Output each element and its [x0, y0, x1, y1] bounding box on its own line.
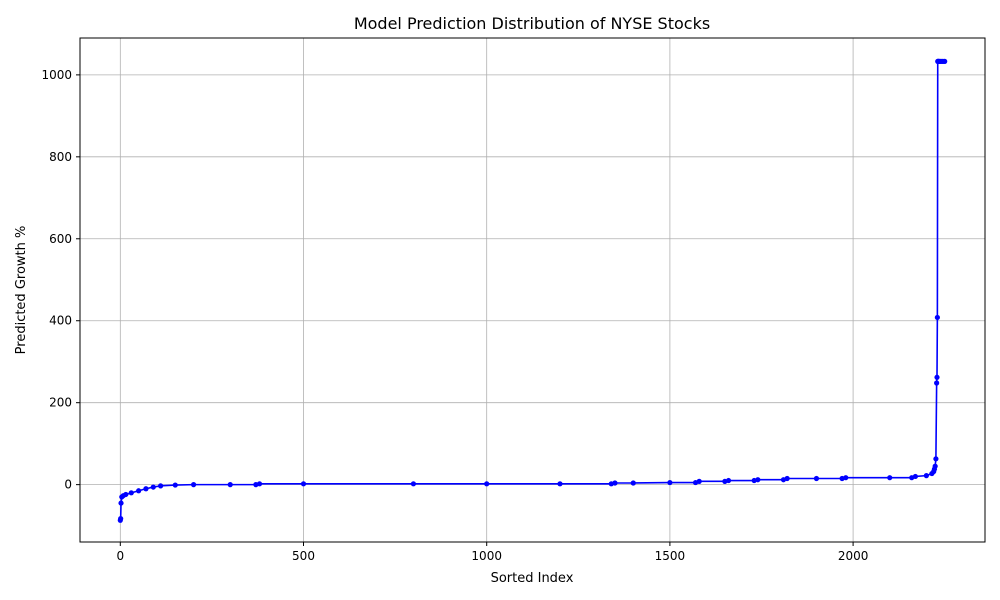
data-point — [667, 479, 673, 486]
data-point — [933, 456, 939, 462]
data-point — [172, 482, 178, 488]
data-point — [158, 483, 164, 489]
data-point — [150, 484, 156, 490]
data-point — [932, 463, 938, 469]
data-point — [484, 481, 490, 487]
y-tick-label: 400 — [49, 314, 72, 328]
data-point — [136, 488, 142, 494]
data-point — [143, 486, 149, 492]
data-point — [934, 380, 940, 386]
data-point — [630, 480, 636, 486]
y-tick-label: 1000 — [41, 68, 72, 82]
data-point — [118, 516, 124, 522]
x-tick-label: 1500 — [655, 549, 686, 563]
y-axis-label: Predicted Growth % — [14, 226, 29, 355]
y-tick-label: 800 — [49, 150, 72, 164]
data-point — [923, 473, 929, 479]
chart-title: Model Prediction Distribution of NYSE St… — [354, 14, 710, 33]
data-point — [843, 475, 849, 481]
data-point — [410, 481, 417, 487]
data-point — [557, 481, 563, 487]
data-point — [256, 481, 263, 487]
data-point — [123, 491, 129, 498]
data-point — [696, 478, 702, 484]
x-tick-label: 500 — [292, 549, 315, 563]
data-point — [934, 314, 940, 321]
y-axis-ticks: 0 200 400 600 800 1000 — [41, 68, 80, 492]
x-tick-label: 0 — [116, 549, 124, 563]
x-axis-ticks: 0 500 1000 1500 2000 — [116, 542, 868, 563]
data-point — [942, 58, 948, 64]
x-axis-label: Sorted Index — [491, 571, 574, 586]
y-tick-label: 200 — [49, 396, 72, 410]
y-tick-label: 0 — [64, 478, 72, 492]
series-group — [117, 58, 948, 523]
y-tick-label: 600 — [49, 232, 72, 246]
data-point — [784, 475, 790, 482]
data-point — [934, 374, 940, 380]
data-point — [887, 475, 893, 481]
data-point — [755, 477, 761, 483]
data-point — [190, 482, 197, 488]
x-tick-label: 1000 — [471, 549, 502, 563]
data-point — [227, 482, 233, 488]
data-point — [128, 490, 134, 496]
data-point — [612, 480, 618, 486]
data-point — [118, 500, 124, 506]
plot-frame — [79, 37, 986, 543]
data-point — [912, 473, 918, 480]
data-point — [813, 475, 820, 482]
x-tick-label: 2000 — [838, 549, 869, 563]
data-point — [725, 477, 732, 484]
data-point — [300, 481, 307, 487]
